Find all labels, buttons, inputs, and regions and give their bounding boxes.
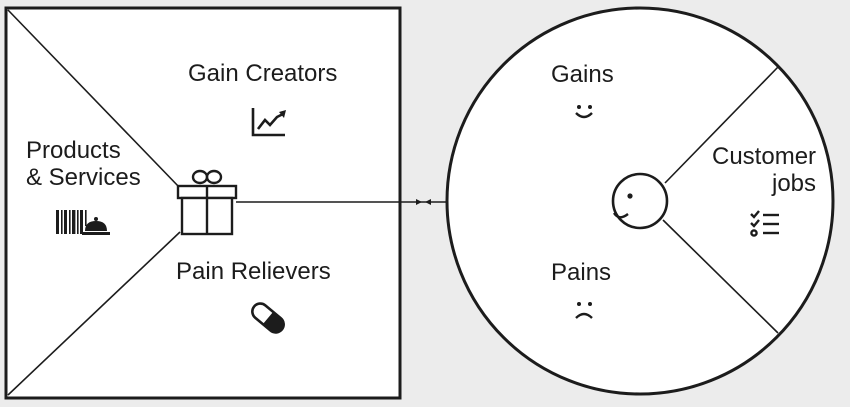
customer-jobs-line-2: jobs — [772, 170, 817, 197]
customer-face-icon — [611, 172, 669, 230]
lower-diagonal-line — [7, 231, 181, 396]
connector-arrow-right — [416, 199, 422, 205]
customer-jobs-line-1: Customer — [712, 143, 817, 170]
lower-divider-line — [662, 219, 779, 334]
rising-chart-icon — [251, 108, 286, 137]
customer-jobs-label: Customer jobs — [712, 143, 816, 197]
pill-capsule-icon — [251, 302, 285, 334]
connector-arrow-left — [425, 199, 431, 205]
products-services-line-2: & Services — [26, 164, 141, 191]
barcode-service-bell-icon — [56, 210, 110, 235]
pain-relievers-label: Pain Relievers — [176, 258, 331, 285]
gain-creators-label: Gain Creators — [188, 60, 338, 87]
checklist-icon — [750, 210, 779, 237]
products-services-label: Products & Services — [26, 137, 141, 191]
products-services-line-1: Products — [26, 137, 121, 164]
pains-label: Pains — [551, 259, 612, 286]
smiley-face-icon — [575, 105, 593, 119]
sad-face-icon — [575, 302, 593, 319]
upper-diagonal-line — [7, 9, 181, 189]
gift-box-icon — [176, 169, 238, 236]
gains-label: Gains — [551, 61, 614, 88]
upper-divider-line — [664, 66, 779, 184]
